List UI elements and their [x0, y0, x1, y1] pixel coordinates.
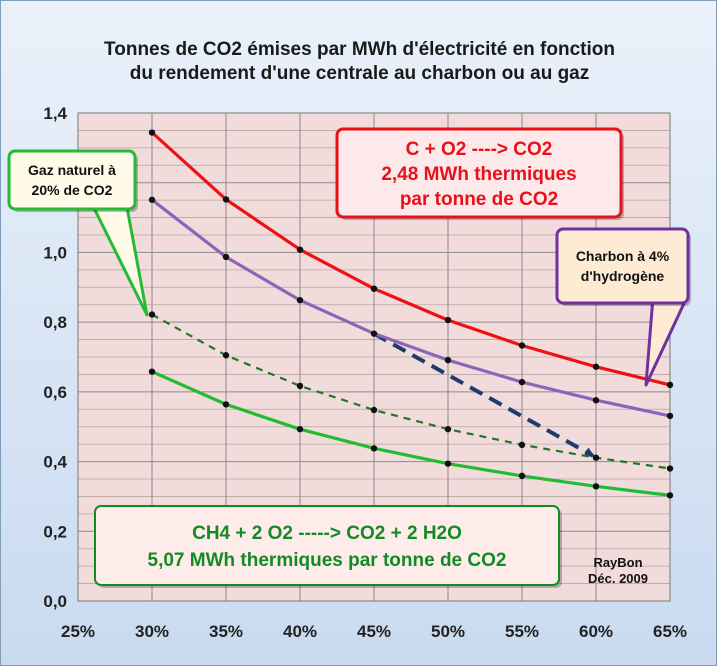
data-point: [592, 483, 600, 490]
data-point: [222, 253, 230, 261]
x-tick-label: 55%: [505, 622, 539, 641]
signature-text: RayBon: [593, 555, 642, 570]
data-point: [296, 296, 304, 304]
data-point: [666, 465, 674, 472]
data-point: [148, 129, 156, 136]
data-point: [444, 316, 452, 324]
series-line: [151, 198, 671, 418]
y-tick-label: 1,0: [43, 243, 67, 262]
data-point: [370, 330, 378, 337]
coal-callout-box-text: Charbon à 4%: [576, 248, 670, 264]
coal-callout-join: [655, 291, 685, 301]
data-point: [666, 412, 674, 420]
data-point: [370, 406, 378, 414]
data-point: [518, 441, 526, 449]
x-tick-label: 30%: [135, 622, 169, 641]
data-point: [370, 285, 378, 292]
data-point: [222, 196, 230, 203]
gas-callout-box-frame: [7, 149, 137, 211]
x-tick-label: 40%: [283, 622, 317, 641]
series-1: [148, 196, 674, 420]
gas-reaction-box-text: CH4 + 2 O2 -----> CO2 + 2 H2O: [192, 523, 462, 544]
series-3: [148, 368, 674, 499]
data-point: [370, 445, 378, 452]
data-point: [518, 472, 526, 480]
chart-subtitle: du rendement d'une centrale au charbon o…: [129, 63, 590, 84]
data-point: [444, 460, 452, 467]
y-tick-label: 0,0: [43, 592, 67, 611]
data-point: [444, 425, 452, 433]
coal-callout-box-frame: [555, 227, 690, 305]
coal-reaction-box-text: par tonne de CO2: [400, 189, 558, 210]
data-point: [444, 356, 452, 364]
gas-callout-join: [93, 196, 125, 206]
gas-reaction-box-text: 5,07 MWh thermiques par tonne de CO2: [148, 550, 507, 571]
series-line: [151, 313, 671, 470]
coal-reaction-box-frame: [335, 127, 623, 219]
y-tick-label: 0,2: [43, 522, 67, 541]
coal-callout-box: Charbon à 4% d'hydrogène: [555, 227, 691, 306]
data-point: [296, 246, 304, 253]
y-tick-label: 0,4: [43, 453, 67, 472]
data-point: [592, 397, 600, 404]
gas-callout-box-text: 20% de CO2: [32, 182, 113, 198]
dashed-arrow: [373, 331, 595, 458]
data-point: [148, 196, 156, 203]
coal-callout-box-text: d'hydrogène: [581, 268, 665, 284]
data-point: [296, 382, 304, 390]
coal-reaction-box-text: 2,48 MWh thermiques: [381, 164, 576, 185]
coal-reaction-box-text: C + O2 ----> CO2: [406, 139, 553, 160]
y-tick-label: 1,4: [43, 104, 67, 123]
x-tick-label: 50%: [431, 622, 465, 641]
data-point: [148, 368, 156, 375]
data-point: [518, 342, 526, 349]
data-point: [666, 381, 674, 389]
series-2: [148, 311, 674, 472]
data-point: [222, 352, 230, 359]
chart-title: Tonnes de CO2 émises par MWh d'électrici…: [104, 39, 615, 60]
data-point: [222, 401, 230, 408]
x-tick-label: 65%: [653, 622, 687, 641]
series-line: [150, 131, 671, 387]
gas-reaction-box: CH4 + 2 O2 -----> CO2 + 2 H2O 5,07 MWh th…: [94, 505, 562, 588]
gas-callout-box-text: Gaz naturel à: [28, 162, 116, 178]
gas-reaction-box-frame: [94, 505, 560, 586]
gas-callout-box: Gaz naturel à 20% de CO2: [7, 149, 138, 212]
signature-text: Déc. 2009: [588, 571, 648, 586]
x-tick-label: 60%: [579, 622, 613, 641]
data-point: [148, 311, 156, 318]
series-line: [151, 370, 671, 497]
series-0: [148, 129, 674, 389]
data-point: [592, 454, 600, 461]
plot-border: [77, 112, 671, 602]
data-point: [296, 425, 304, 433]
coal-reaction-box: C + O2 ----> CO2 2,48 MWh thermiques par t…: [335, 127, 624, 220]
data-point: [592, 363, 600, 370]
x-tick-label: 25%: [61, 622, 95, 641]
y-tick-label: 0,6: [43, 383, 67, 402]
x-tick-label: 35%: [209, 622, 243, 641]
y-tick-label: 0,8: [43, 313, 67, 332]
data-point: [518, 378, 526, 386]
x-tick-label: 45%: [357, 622, 391, 641]
data-point: [666, 492, 674, 499]
